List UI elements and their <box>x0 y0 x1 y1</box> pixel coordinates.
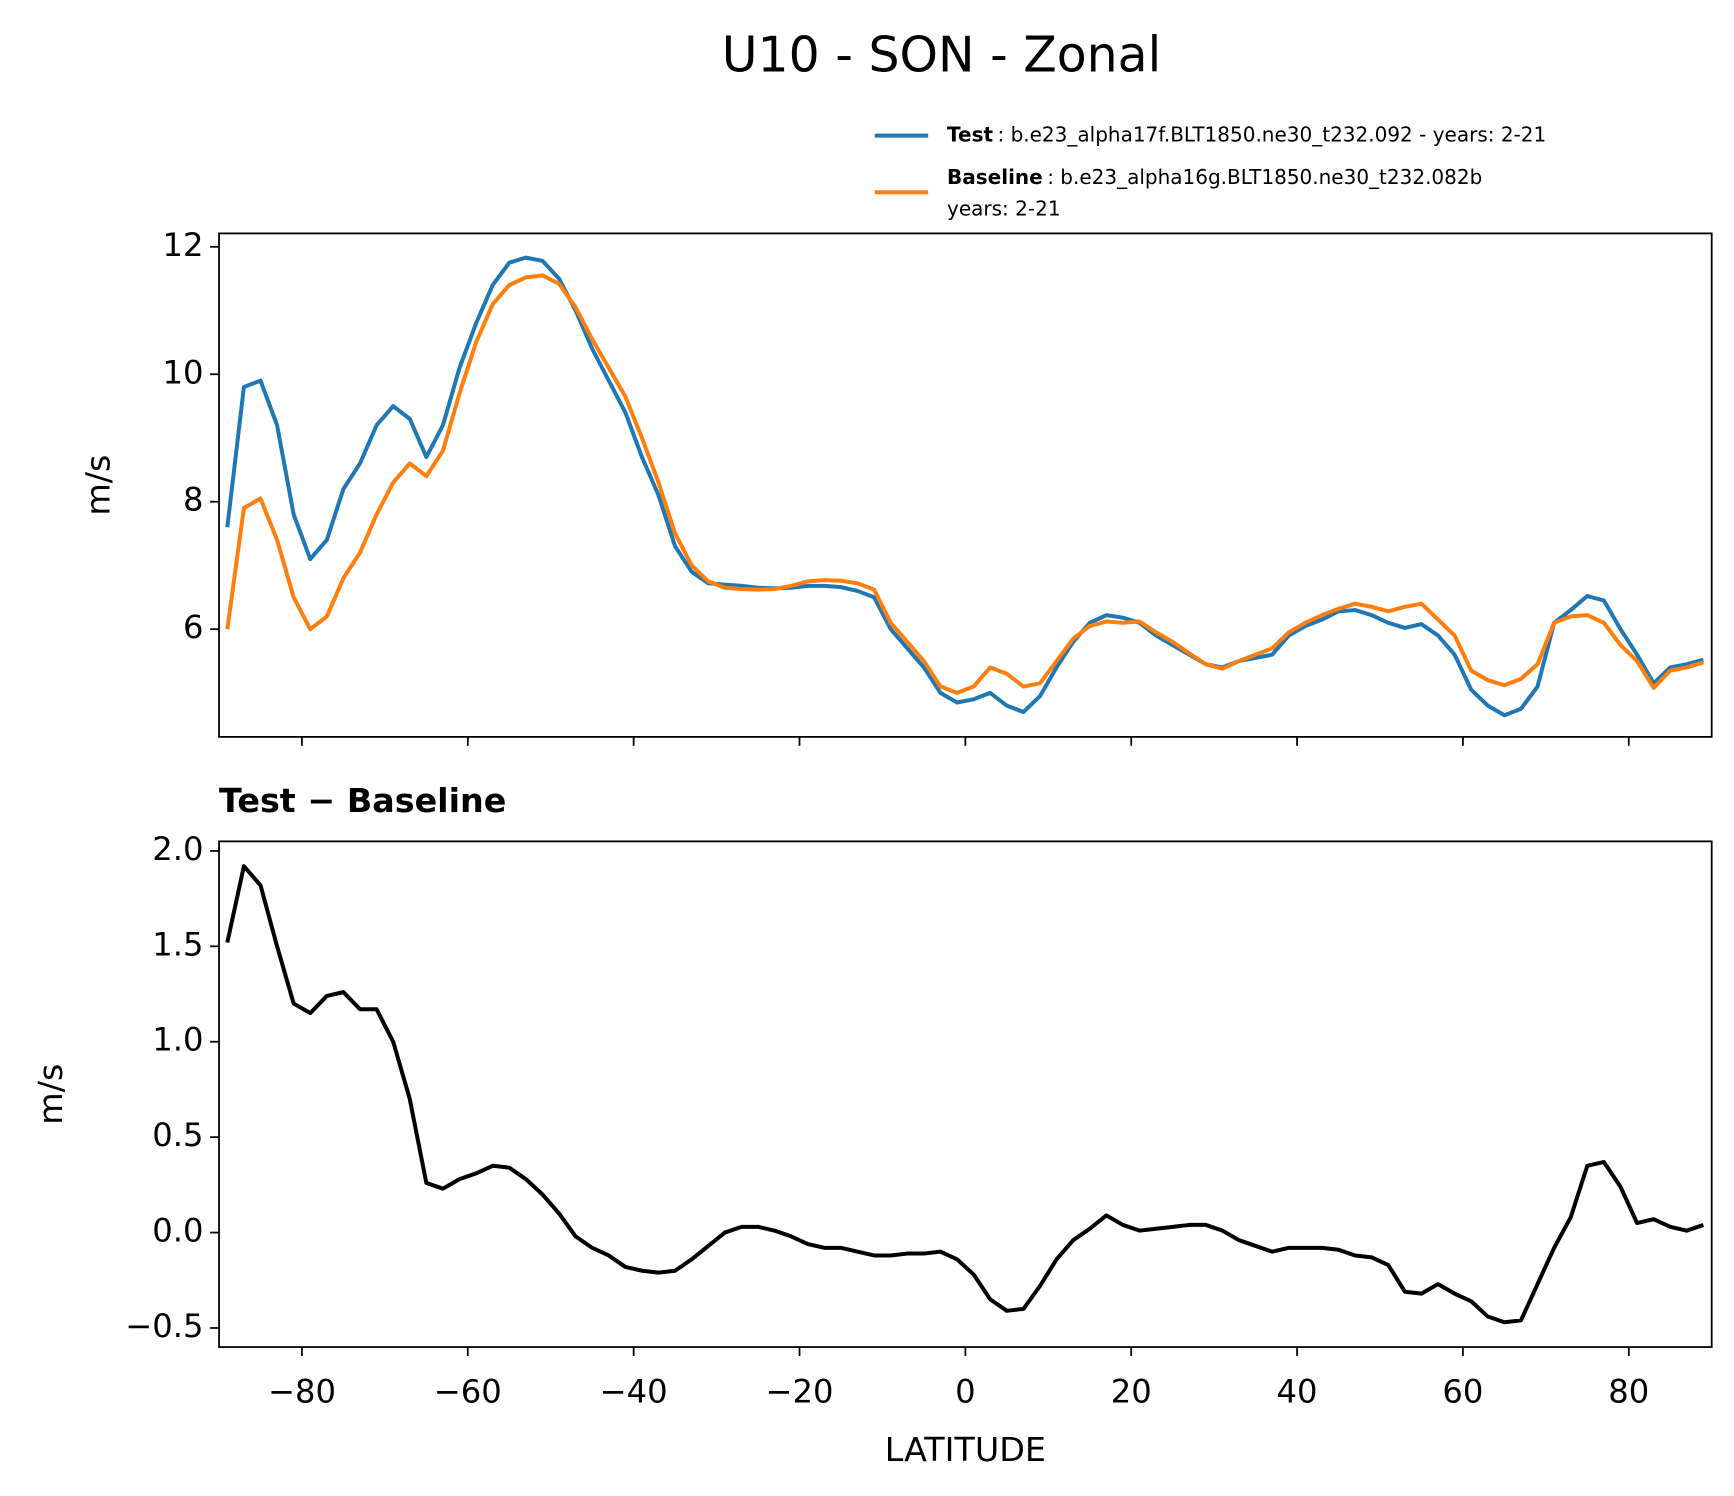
y-axis-label: m/s <box>31 1064 70 1125</box>
y-axis-label: m/s <box>79 455 118 516</box>
legend-label: Baseline: b.e23_alpha16g.BLT1850.ne30_t2… <box>947 164 1482 188</box>
legend-text: : b.e23_alpha17f.BLT1850.ne30_t232.092 -… <box>997 122 1546 146</box>
x-tick-label: −60 <box>434 1373 502 1411</box>
legend-name: Baseline <box>947 164 1043 188</box>
x-tick-label: −80 <box>268 1373 336 1411</box>
legend-label-line: years: 2-21 <box>947 197 1061 221</box>
subplot-title: Test − Baseline <box>219 781 506 820</box>
axes-frame <box>218 840 1713 1348</box>
y-tick-label: 0.0 <box>152 1212 203 1250</box>
x-tick-label: 80 <box>1608 1373 1649 1411</box>
legend-label: Test: b.e23_alpha17f.BLT1850.ne30_t232.0… <box>947 122 1546 146</box>
data-line <box>225 273 1704 695</box>
y-tick-label: 0.5 <box>152 1116 203 1154</box>
axes-frame <box>218 232 1713 738</box>
y-tick-label: −0.5 <box>125 1307 203 1345</box>
x-tick-label: 40 <box>1277 1373 1318 1411</box>
figure-title: U10 - SON - Zonal <box>722 26 1161 83</box>
y-tick-label: 8 <box>183 481 204 519</box>
y-tick-label: 10 <box>162 353 203 391</box>
x-tick-label: 60 <box>1442 1373 1483 1411</box>
x-tick-label: 0 <box>955 1373 976 1411</box>
legend-text: : b.e23_alpha16g.BLT1850.ne30_t232.082b <box>1047 164 1482 188</box>
x-axis-label: LATITUDE <box>885 1430 1046 1469</box>
legend-name: Test <box>947 122 993 146</box>
y-tick-label: 2.0 <box>152 830 203 868</box>
y-tick-label: 12 <box>162 226 203 264</box>
x-tick-label: −40 <box>600 1373 668 1411</box>
y-tick-label: 1.5 <box>152 925 203 963</box>
y-tick-label: 1.0 <box>152 1021 203 1059</box>
data-line <box>225 864 1705 1325</box>
x-tick-label: −20 <box>766 1373 834 1411</box>
data-line <box>225 255 1704 718</box>
x-tick-label: 20 <box>1111 1373 1152 1411</box>
y-tick-label: 6 <box>183 608 204 646</box>
